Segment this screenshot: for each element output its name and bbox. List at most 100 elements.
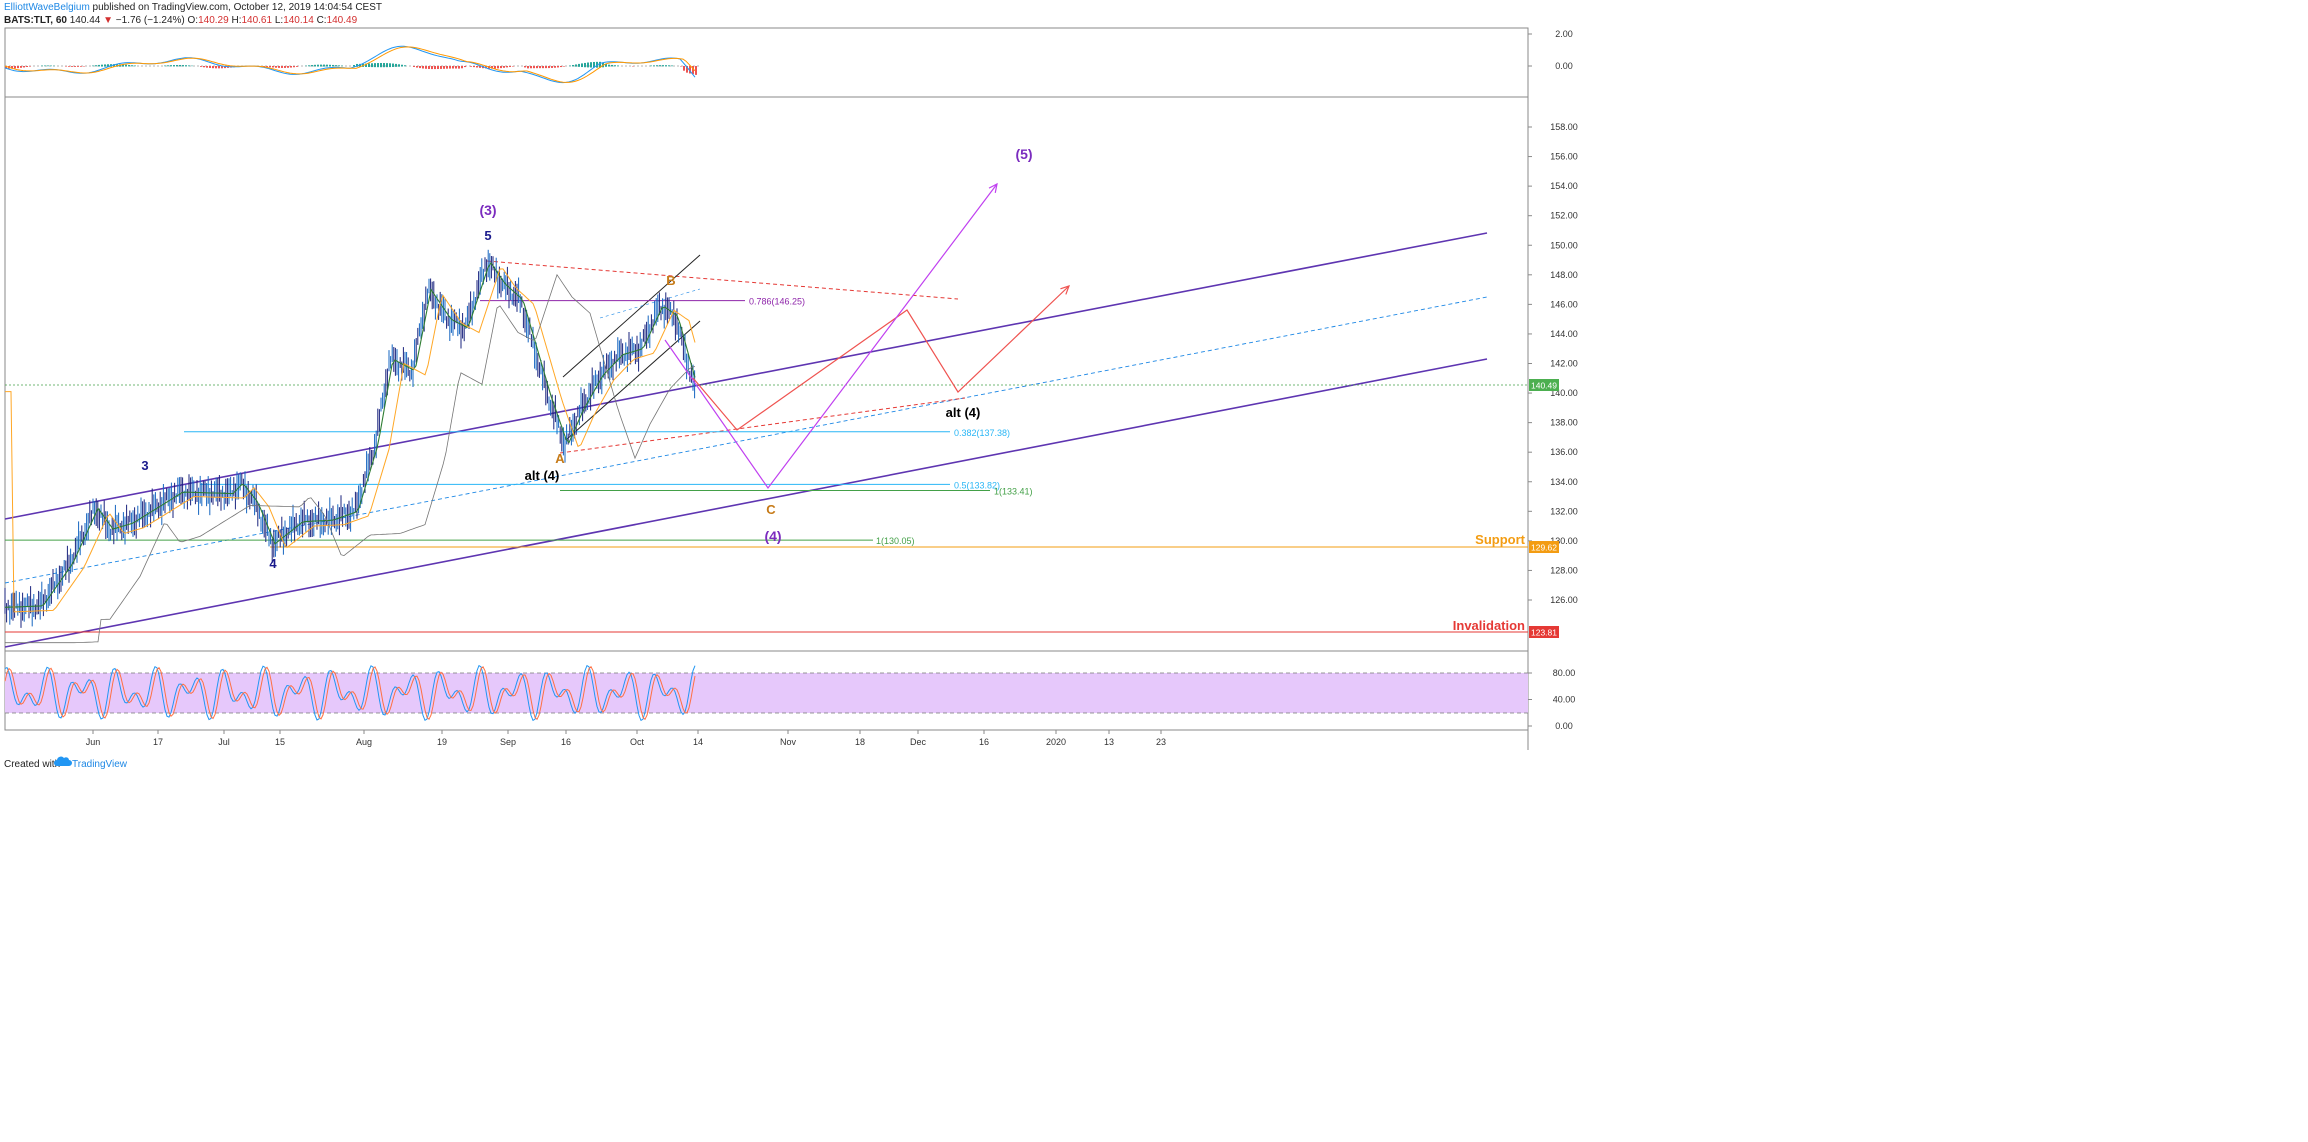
osc-histogram-bar: [29, 66, 31, 67]
header-line-2: BATS:TLT, 60 140.44 ▼ −1.76 (−1.24%) O:1…: [4, 15, 358, 26]
osc-histogram-bar: [524, 66, 526, 68]
osc-histogram-bar: [383, 63, 385, 68]
time-tick-label: 16: [561, 737, 571, 747]
osc-histogram-bar: [584, 62, 586, 68]
osc-histogram-bar: [293, 66, 295, 68]
osc-histogram-bar: [74, 66, 76, 67]
time-tick-label: Oct: [630, 737, 645, 747]
osc-histogram-bar: [41, 65, 43, 67]
osc-histogram-bar: [464, 66, 466, 68]
tradingview-link[interactable]: TradingView: [72, 759, 128, 770]
published-text: published on TradingView.com, October 12…: [90, 2, 382, 13]
osc-histogram-bar: [650, 65, 652, 67]
osc-histogram-bar: [326, 64, 328, 67]
osc-histogram-bar: [266, 66, 268, 67]
osc-histogram-bar: [332, 64, 334, 67]
price-tick-label: 158.00: [1550, 122, 1578, 132]
osc-histogram-bar: [11, 66, 13, 69]
osc-histogram-bar: [17, 66, 19, 69]
time-tick-label: Sep: [500, 737, 516, 747]
osc-histogram-bar: [671, 65, 673, 67]
fib-level-label: 0.786(146.25): [749, 297, 805, 307]
osc-histogram-bar: [443, 66, 445, 69]
author-link[interactable]: ElliottWaveBelgium: [4, 2, 90, 13]
price-tick-label: 128.00: [1550, 565, 1578, 575]
osc-histogram-bar: [548, 66, 550, 69]
osc-histogram-bar: [215, 66, 217, 69]
osc-histogram-bar: [374, 63, 376, 68]
osc-tick-label: 2.00: [1555, 29, 1573, 39]
fib-level-label: 0.5(133.82): [954, 480, 1000, 490]
osc-histogram-bar: [224, 66, 226, 69]
wave-label: alt (4): [946, 405, 981, 420]
osc-histogram-bar: [182, 65, 184, 67]
osc-histogram-bar: [569, 65, 571, 67]
osc-histogram-bar: [290, 66, 292, 68]
time-tick-label: 2020: [1046, 737, 1066, 747]
close-label: C:: [317, 15, 327, 26]
osc-histogram-bar: [338, 65, 340, 67]
ma-fast-line: [4, 262, 696, 608]
osc-histogram-bar: [575, 64, 577, 67]
osc-histogram-bar: [656, 65, 658, 67]
time-tick-label: 18: [855, 737, 865, 747]
osc-histogram-bar: [479, 66, 481, 68]
osc-histogram-bar: [44, 65, 46, 67]
osc-histogram-bar: [689, 66, 691, 74]
osc-histogram-bar: [494, 66, 496, 69]
osc-histogram-bar: [491, 66, 493, 69]
osc-histogram-bar: [14, 66, 16, 69]
osc-histogram-bar: [20, 66, 22, 68]
time-tick-label: Jun: [86, 737, 101, 747]
osc-histogram-bar: [608, 64, 610, 67]
osc-histogram-bar: [578, 63, 580, 67]
osc-histogram-bar: [458, 66, 460, 69]
osc-histogram-bar: [476, 66, 478, 68]
osc-histogram-bar: [209, 66, 211, 68]
fib-level-label: 1(130.05): [876, 536, 915, 546]
osc-histogram-bar: [422, 66, 424, 69]
osc-histogram-bar: [512, 66, 514, 67]
osc-histogram-bar: [401, 64, 403, 67]
osc-histogram-bar: [392, 63, 394, 67]
invalidation-badge: [1529, 626, 1559, 638]
osc-histogram-bar: [659, 65, 661, 67]
osc-histogram-bar: [263, 66, 265, 67]
osc-histogram-bar: [107, 64, 109, 67]
osc-histogram-bar: [389, 63, 391, 68]
wave-label: 4: [269, 556, 277, 571]
time-tick-label: Aug: [356, 737, 372, 747]
price-pane: [4, 96, 1529, 652]
wave-label: (5): [1015, 146, 1032, 162]
oscillator-pane: [4, 27, 1529, 98]
price-tick-label: 150.00: [1550, 240, 1578, 250]
osc-histogram-bar: [542, 66, 544, 69]
osc-histogram-bar: [92, 65, 94, 67]
osc-histogram-bar: [104, 64, 106, 67]
osc-histogram-bar: [563, 66, 565, 67]
osc-signal-line: [4, 46, 696, 83]
red-projection-arrow-head: [1060, 285, 1070, 295]
osc-histogram-bar: [278, 66, 280, 68]
osc-histogram-bar: [617, 65, 619, 67]
price-tick-label: 154.00: [1550, 181, 1578, 191]
osc-histogram-bar: [428, 66, 430, 69]
osc-histogram-bar: [572, 64, 574, 67]
price-tick-label: 136.00: [1550, 447, 1578, 457]
osc-histogram-bar: [395, 63, 397, 67]
osc-histogram-bar: [65, 66, 67, 67]
osc-histogram-bar: [284, 66, 286, 68]
osc-histogram-bar: [686, 66, 688, 73]
osc-histogram-bar: [599, 61, 601, 68]
time-tick-label: 13: [1104, 737, 1114, 747]
open-value: 140.29: [198, 15, 231, 26]
wave-label: C: [766, 502, 776, 517]
osc-histogram-bar: [653, 65, 655, 67]
osc-histogram-bar: [305, 65, 307, 67]
osc-histogram-bar: [431, 66, 433, 70]
support-badge-text: 129.62: [1531, 543, 1557, 553]
symbol-label: BATS:TLT, 60: [4, 15, 67, 26]
osc-histogram-bar: [509, 66, 511, 67]
osc-histogram-bar: [281, 66, 283, 68]
